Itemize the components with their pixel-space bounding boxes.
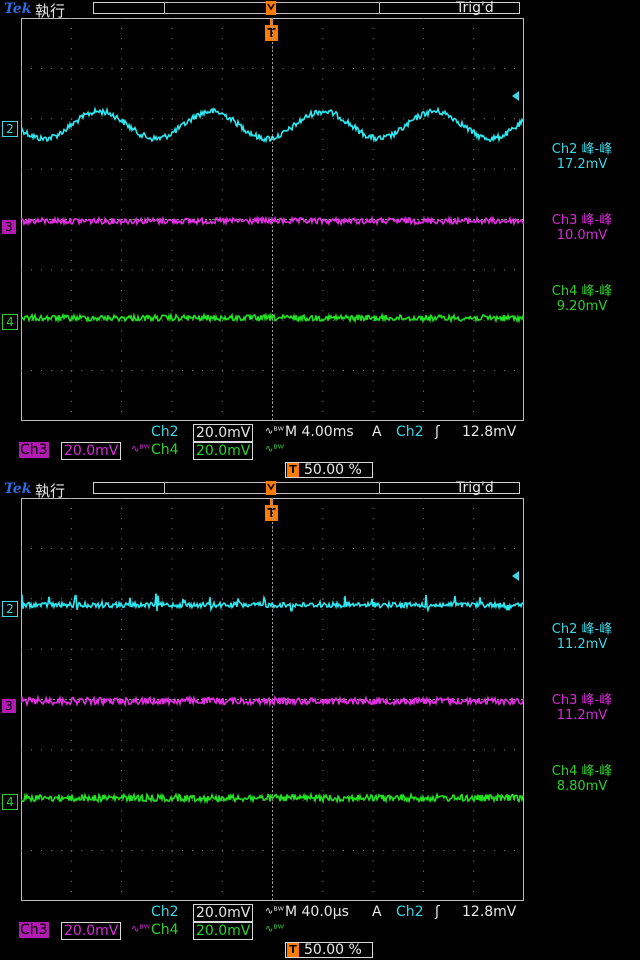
ch2-ground-marker: 2 [2,121,18,137]
ch3-ground-marker: 3 [2,699,16,713]
trigger-level-arrow [512,571,519,581]
trigger-level: 12.8mV [462,904,517,920]
status-bar: Tek 執行 Trig'd [0,480,640,500]
trigger-source: Ch2 [396,424,424,440]
measurement-ch3-label: Ch3 峰-峰 [551,213,613,228]
ch2-trace [21,593,524,613]
trigger-stem [270,498,273,505]
measurement-ch3: Ch3 峰-峰 11.2mV [526,693,638,723]
measurement-ch4-value: 8.80mV [556,779,608,794]
trigger-status: Trig'd [456,480,494,496]
bw-limit-icon: ∿ᴮᵂ [265,426,284,437]
scope-screen-top: Tek 執行 Trig'd T 2 3 4 Ch2 峰-峰 17.2mV Ch3… [0,0,640,478]
measurement-ch2: Ch2 峰-峰 17.2mV [526,142,638,172]
trigger-marker-icon: T [265,505,278,521]
timebase: M 40.0µs [285,904,349,920]
position-t-icon: T [287,463,299,477]
measurement-ch2: Ch2 峰-峰 11.2mV [526,622,638,652]
bw-limit-icon: ∿ᴮᵂ [265,906,284,917]
trigger-level-arrow [512,91,519,101]
measurement-ch4-label: Ch4 峰-峰 [551,764,613,779]
ch3-scale: 20.0mV [61,442,122,460]
position-t-icon: T [287,943,299,957]
trigger-stem [270,18,273,25]
ch3-label: Ch3 [19,922,49,938]
ch4-scale: 20.0mV [193,442,254,460]
info-row-2: Ch3 20.0mV ∿ᴮᵂ Ch4 20.0mV ∿ᴮᵂ [19,922,524,940]
measurement-ch4: Ch4 峰-峰 9.20mV [526,284,638,314]
tek-logo: Tek [4,1,32,17]
position-value: 50.00 % [304,942,362,958]
measurement-ch4: Ch4 峰-峰 8.80mV [526,764,638,794]
tek-logo: Tek [4,481,32,497]
measurement-ch4-label: Ch4 峰-峰 [551,284,613,299]
measurement-ch3-value: 10.0mV [556,228,608,243]
acq-mode: A [372,424,382,440]
ch2-ground-marker: 2 [2,601,18,617]
ch4-bw-icon: ∿ᴮᵂ [265,924,284,935]
horizontal-position: T 50.00 % [285,462,373,478]
trigger-slope-icon: ʃ [435,904,440,920]
trigger-level: 12.8mV [462,424,517,440]
scope-screen-bottom: Tek 執行 Trig'd T 2 3 4 Ch2 峰-峰 11.2mV Ch3… [0,480,640,960]
ch4-ground-marker: 4 [2,794,18,810]
measurement-ch3-value: 11.2mV [556,708,608,723]
ch2-scale: 20.0mV [193,424,254,442]
ch3-label: Ch3 [19,442,49,458]
trigger-position-icon [266,481,276,495]
trigger-status: Trig'd [456,0,494,16]
ch4-ground-marker: 4 [2,314,18,330]
measurement-ch4-value: 9.20mV [556,299,608,314]
ch4-bw-icon: ∿ᴮᵂ [265,444,284,455]
ch2-trace [21,106,524,144]
ch4-label: Ch4 [151,442,179,458]
horizontal-position: T 50.00 % [285,942,373,958]
ch2-label: Ch2 [151,424,179,440]
ch4-trace [21,791,524,805]
measurement-ch3: Ch3 峰-峰 10.0mV [526,213,638,243]
ch3-scale: 20.0mV [61,922,122,940]
measurement-ch2-value: 17.2mV [556,157,608,172]
waveform-graticule [21,18,524,421]
info-row-1: Ch2 20.0mV ∿ᴮᵂ M 40.0µs A Ch2 ʃ 12.8mV [21,904,524,922]
info-row-1: Ch2 20.0mV ∿ᴮᵂ M 4.00ms A Ch2 ʃ 12.8mV [21,424,524,442]
ch3-trace [21,215,524,227]
trigger-source: Ch2 [396,904,424,920]
measurement-ch2-label: Ch2 峰-峰 [551,622,613,637]
info-row-2: Ch3 20.0mV ∿ᴮᵂ Ch4 20.0mV ∿ᴮᵂ [19,442,524,460]
ch4-label: Ch4 [151,922,179,938]
measurement-ch2-label: Ch2 峰-峰 [551,142,613,157]
ch4-scale: 20.0mV [193,922,254,940]
acq-mode: A [372,904,382,920]
waveform-graticule [21,498,524,901]
run-status: 執行 [35,2,66,20]
ch3-ground-marker: 3 [2,220,16,234]
ch2-scale: 20.0mV [193,904,254,922]
trigger-slope-icon: ʃ [435,424,440,440]
ch2-label: Ch2 [151,904,179,920]
run-status: 執行 [35,482,66,500]
trigger-position-icon [266,1,276,15]
status-bar: Tek 執行 Trig'd [0,0,640,20]
ch3-bw-icon: ∿ᴮᵂ [131,444,150,455]
ch3-bw-icon: ∿ᴮᵂ [131,924,150,935]
timebase: M 4.00ms [285,424,354,440]
measurement-ch2-value: 11.2mV [556,637,608,652]
trigger-marker-icon: T [265,25,278,41]
position-value: 50.00 % [304,462,362,478]
ch3-trace [21,694,524,708]
ch4-trace [21,311,524,324]
measurement-ch3-label: Ch3 峰-峰 [551,693,613,708]
